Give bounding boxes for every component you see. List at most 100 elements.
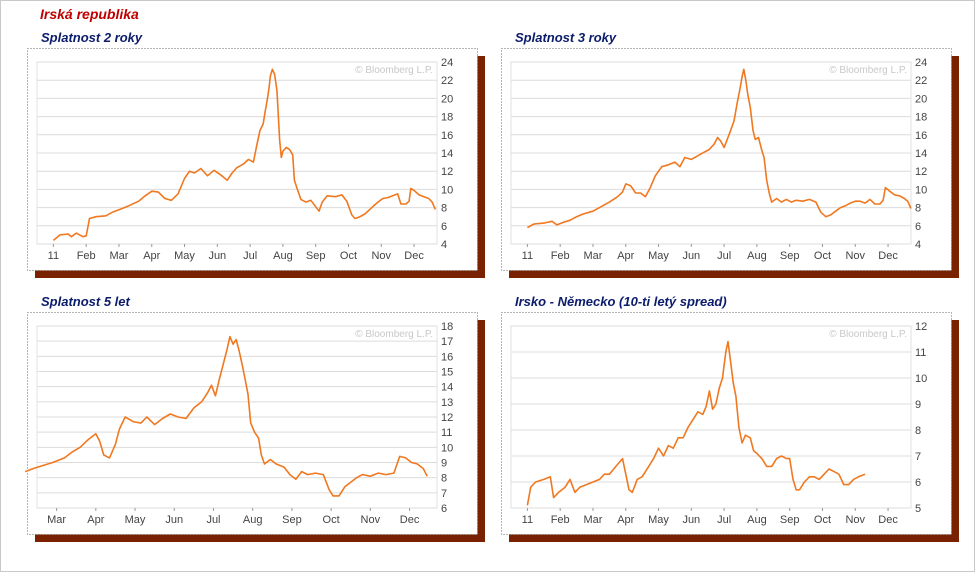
x-tick-label: Dec [400, 514, 420, 526]
chart-title: Splatnost 5 let [41, 294, 130, 309]
chart-panel-2y: Splatnost 2 roky 4 6 8 10 12 14 16 18 20 22 24 11 Fe… [25, 30, 485, 280]
x-tick-label: Jun [682, 250, 700, 262]
x-tick-label: Oct [323, 514, 340, 526]
y-tick-label: 9 [441, 458, 447, 470]
page-title: Irská republika [40, 6, 139, 22]
x-tick-label: Nov [371, 250, 391, 262]
x-tick-label: Feb [551, 250, 570, 262]
series-line [52, 68, 437, 242]
x-tick-label: May [125, 514, 146, 526]
y-tick-label: 9 [915, 399, 921, 411]
x-tick-label: May [648, 514, 669, 526]
y-tick-label: 6 [441, 221, 447, 233]
y-tick-label: 17 [441, 336, 453, 348]
y-tick-label: 15 [441, 367, 453, 379]
watermark-text: © Bloomberg L.P. [829, 65, 907, 76]
x-tick-label: Dec [878, 514, 898, 526]
y-tick-label: 10 [441, 184, 453, 196]
y-tick-label: 8 [441, 473, 447, 485]
y-tick-label: 10 [915, 373, 927, 385]
y-tick-label: 7 [915, 451, 921, 463]
y-tick-label: 5 [915, 503, 921, 515]
x-tick-label: May [174, 250, 195, 262]
y-tick-label: 6 [915, 477, 921, 489]
watermark-text: © Bloomberg L.P. [355, 65, 433, 76]
x-tick-label: Sep [282, 514, 302, 526]
y-tick-label: 18 [915, 112, 927, 124]
chart-5y: 6 7 8 9 10 11 12 13 14 15 16 17 18 Mar Apr May Jun Jul Aug… [25, 312, 485, 542]
x-tick-label: Feb [551, 514, 570, 526]
x-tick-label: Oct [340, 250, 357, 262]
x-tick-label: Nov [845, 514, 865, 526]
x-tick-label: Mar [109, 250, 128, 262]
series-line [527, 68, 912, 229]
y-tick-label: 13 [441, 397, 453, 409]
x-tick-label: Jul [717, 250, 731, 262]
chart-title: Splatnost 3 roky [515, 30, 617, 45]
y-tick-label: 24 [915, 57, 927, 69]
series-line [25, 335, 428, 497]
y-tick-label: 24 [441, 57, 453, 69]
x-tick-label: Jun [208, 250, 226, 262]
y-tick-label: 20 [915, 93, 927, 105]
x-tick-label: Nov [361, 514, 381, 526]
x-tick-label: Jul [717, 514, 731, 526]
y-tick-label: 10 [441, 442, 453, 454]
chart-2y: 4 6 8 10 12 14 16 18 20 22 24 11 Feb Mar Apr May Jun Jul A… [27, 48, 485, 278]
x-tick-label: Mar [583, 250, 602, 262]
y-tick-label: 14 [915, 148, 927, 160]
y-tick-label: 22 [915, 75, 927, 87]
x-tick-label: Apr [617, 250, 634, 262]
watermark-text: © Bloomberg L.P. [829, 329, 907, 340]
chart-panel-5y: Splatnost 5 let 6 7 8 9 10 11 12 13 14 15 16 17 18 Ma… [25, 294, 485, 544]
x-tick-label: Sep [780, 514, 800, 526]
chart-title: Splatnost 2 roky [41, 30, 143, 45]
chart-panel-spread: Irsko - Německo (10-ti letý spread) 5 6 7 8… [499, 294, 959, 544]
x-tick-label: Jun [682, 514, 700, 526]
x-tick-label: 11 [522, 514, 533, 526]
x-tick-label: Jun [165, 514, 183, 526]
x-tick-label: Aug [747, 514, 767, 526]
x-tick-label: Dec [404, 250, 424, 262]
y-tick-label: 20 [441, 93, 453, 105]
y-tick-label: 22 [441, 75, 453, 87]
watermark-text: © Bloomberg L.P. [355, 329, 433, 340]
x-tick-label: May [648, 250, 669, 262]
x-tick-label: Aug [273, 250, 293, 262]
y-tick-label: 18 [441, 112, 453, 124]
y-tick-label: 6 [915, 221, 921, 233]
y-tick-label: 16 [441, 130, 453, 142]
x-tick-label: 11 [48, 250, 59, 262]
x-tick-label: Dec [878, 250, 898, 262]
y-tick-label: 8 [915, 425, 921, 437]
y-tick-label: 18 [441, 321, 453, 333]
x-tick-label: Apr [87, 514, 104, 526]
x-tick-label: Apr [143, 250, 160, 262]
x-tick-label: Jul [206, 514, 220, 526]
x-tick-label: Mar [583, 514, 602, 526]
y-tick-label: 12 [441, 412, 453, 424]
x-tick-label: Oct [814, 514, 831, 526]
y-tick-label: 16 [915, 130, 927, 142]
y-tick-label: 14 [441, 382, 453, 394]
y-tick-label: 16 [441, 351, 453, 363]
y-tick-label: 12 [441, 166, 453, 178]
x-tick-label: Apr [617, 514, 634, 526]
y-tick-label: 8 [915, 203, 921, 215]
x-tick-label: Oct [814, 250, 831, 262]
series-line [526, 340, 866, 506]
y-tick-label: 4 [915, 239, 921, 251]
y-tick-label: 6 [441, 503, 447, 515]
chart-3y: 4 6 8 10 12 14 16 18 20 22 24 11 Feb Mar Apr May Jun Jul A… [501, 48, 959, 278]
chart-panel-3y: Splatnost 3 roky 4 6 8 10 12 14 16 18 20 22 24 11 Fe… [499, 30, 959, 280]
x-tick-label: Aug [747, 250, 767, 262]
x-tick-label: Feb [77, 250, 96, 262]
chart-title: Irsko - Německo (10-ti letý spread) [515, 294, 727, 309]
x-tick-label: Sep [780, 250, 800, 262]
y-tick-label: 12 [915, 166, 927, 178]
x-tick-label: Mar [47, 514, 66, 526]
chart-spread: 5 6 7 8 9 10 11 12 11 Feb Mar Apr May Jun Jul Aug Sep Oct… [501, 312, 959, 542]
x-tick-label: 11 [522, 250, 533, 262]
y-tick-label: 14 [441, 148, 453, 160]
y-tick-label: 11 [915, 347, 926, 359]
